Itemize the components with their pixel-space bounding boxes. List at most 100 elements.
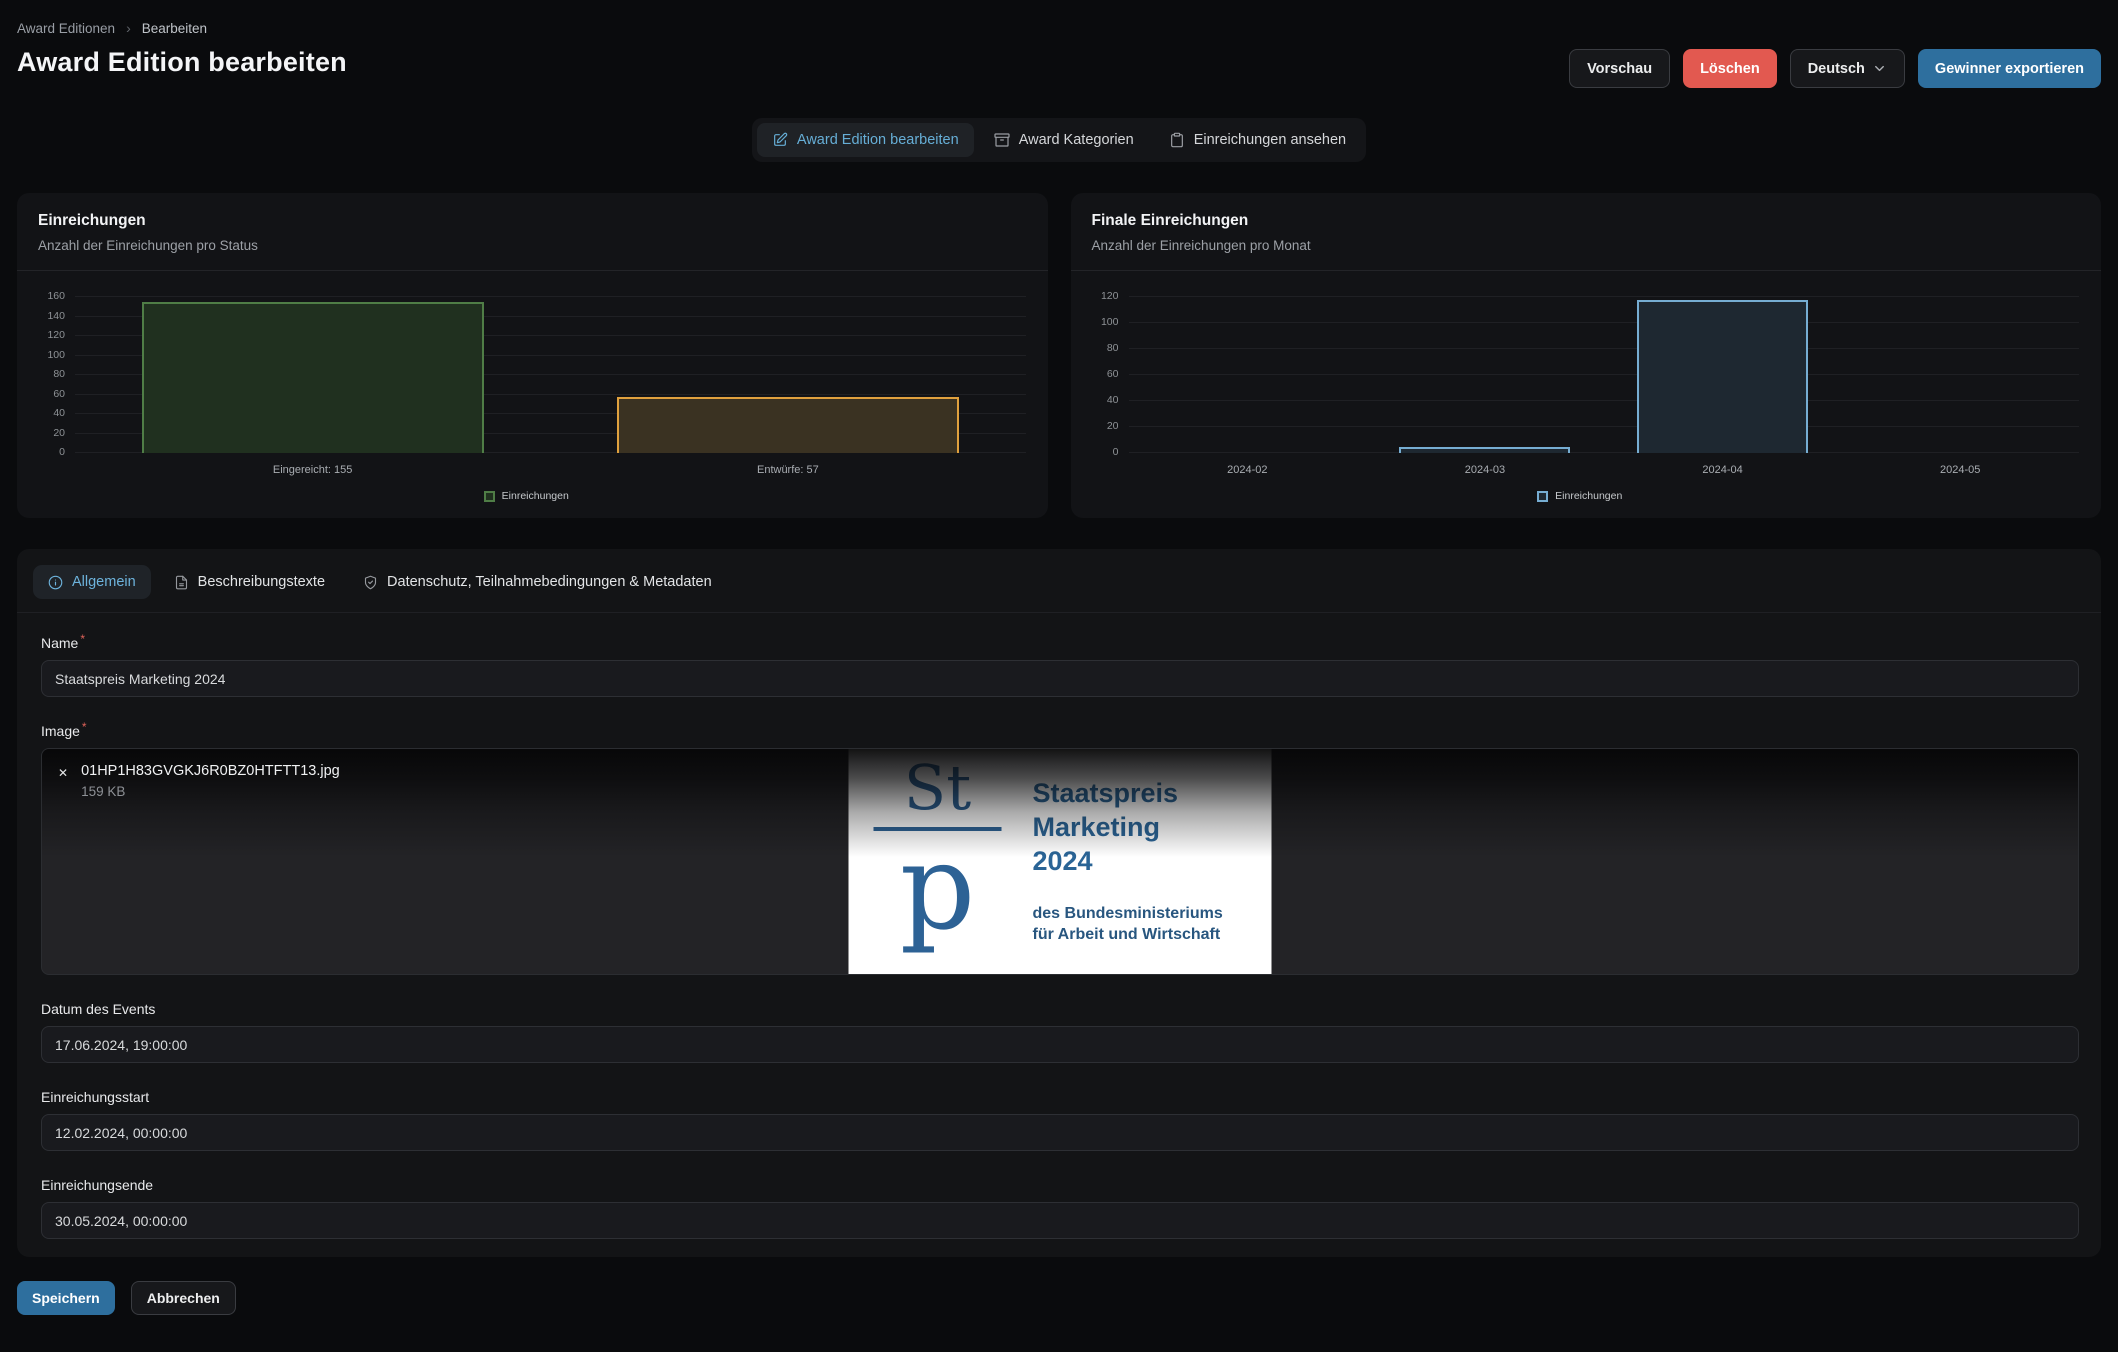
y-tick-label: 100 bbox=[47, 348, 65, 361]
required-marker: * bbox=[80, 632, 86, 646]
tab-award-kategorien[interactable]: Award Kategorien bbox=[979, 123, 1149, 157]
bar-plot bbox=[1128, 296, 2079, 453]
file-info: ✕ 01HP1H83GVGKJ6R0BZ0HTFTT13.jpg 159 KB bbox=[58, 763, 340, 799]
chart-header: Finale Einreichungen Anzahl der Einreich… bbox=[1070, 193, 2101, 271]
header-row: Award Edition bearbeiten Vorschau Lösche… bbox=[17, 47, 2101, 88]
page-title: Award Edition bearbeiten bbox=[17, 47, 347, 77]
event-date-label: Datum des Events bbox=[41, 1001, 156, 1017]
submission-start-label: Einreichungsstart bbox=[41, 1089, 150, 1105]
x-tick-label: 2024-05 bbox=[1940, 464, 1981, 476]
y-tick-label: 120 bbox=[1100, 290, 1119, 302]
breadcrumb-bearbeiten: Bearbeiten bbox=[141, 20, 208, 36]
tab-label: Datenschutz, Teilnahmebedingungen & Meta… bbox=[387, 574, 712, 590]
y-tick-label: 0 bbox=[59, 446, 65, 458]
legend-swatch bbox=[483, 490, 495, 502]
y-tick-label: 80 bbox=[53, 368, 65, 380]
logo-monogram: St p bbox=[849, 749, 1027, 974]
tab-datenschutz-metadaten[interactable]: Datenschutz, Teilnahmebedingungen & Meta… bbox=[348, 565, 727, 599]
form-tab-bar: Allgemein Beschreibungstexte Datenschutz… bbox=[17, 565, 2101, 599]
edit-icon bbox=[772, 132, 788, 148]
y-axis: 0 20 40 60 80 100 120 bbox=[1081, 290, 1129, 458]
file-size: 159 KB bbox=[81, 784, 126, 799]
chart-title: Finale Einreichungen bbox=[1091, 212, 1249, 229]
file-name: 01HP1H83GVGKJ6R0BZ0HTFTT13.jpg bbox=[81, 763, 340, 779]
chart-legend: Einreichungen bbox=[1081, 490, 2080, 502]
nav-tab-bar: Award Edition bearbeiten Award Kategorie… bbox=[751, 118, 1367, 162]
logo-title: Staatspreis Marketing 2024 bbox=[1032, 778, 1179, 876]
preview-button[interactable]: Vorschau bbox=[1569, 49, 1671, 88]
logo-monogram-bottom: p bbox=[899, 818, 976, 956]
x-tick-label: 2024-03 bbox=[1464, 464, 1506, 476]
tab-label: Einreichungen ansehen bbox=[1193, 132, 1347, 148]
info-icon bbox=[48, 575, 63, 590]
y-tick-label: 60 bbox=[53, 387, 65, 400]
image-upload-panel[interactable]: St p Staatspreis Marketing 2024 des Bund… bbox=[41, 748, 2079, 975]
export-winners-button[interactable]: Gewinner exportieren bbox=[1917, 49, 2101, 88]
edit-form-panel: Allgemein Beschreibungstexte Datenschutz… bbox=[17, 549, 2101, 1257]
tab-label: Allgemein bbox=[72, 574, 136, 590]
chart-card-finale-einreichungen: Finale Einreichungen Anzahl der Einreich… bbox=[1070, 193, 2102, 518]
y-axis: 0 20 40 60 80 100 120 140 160 bbox=[27, 290, 75, 458]
submission-start-input[interactable] bbox=[41, 1114, 2079, 1151]
submission-end-input[interactable] bbox=[41, 1202, 2079, 1239]
y-tick-label: 120 bbox=[47, 329, 65, 341]
chart-header: Einreichungen Anzahl der Einreichungen p… bbox=[17, 193, 1048, 271]
event-date-field-group: Datum des Events bbox=[41, 1001, 2079, 1063]
clipboard-icon bbox=[1169, 132, 1185, 148]
save-button[interactable]: Speichern bbox=[17, 1281, 115, 1315]
logo-text: Staatspreis Marketing 2024 des Bundesmin… bbox=[1027, 777, 1272, 946]
tab-beschreibungstexte[interactable]: Beschreibungstexte bbox=[159, 565, 340, 599]
submission-end-field-group: Einreichungsende bbox=[41, 1177, 2079, 1239]
language-select[interactable]: Deutsch bbox=[1789, 49, 1905, 88]
chart-body: 0 20 40 60 80 100 120 140 160 Eingereicht: 155 En… bbox=[17, 271, 1048, 518]
breadcrumb-separator-icon: › bbox=[126, 20, 131, 36]
submission-end-label: Einreichungsende bbox=[41, 1177, 154, 1193]
y-tick-label: 140 bbox=[47, 309, 65, 322]
event-date-input[interactable] bbox=[41, 1026, 2079, 1063]
name-field-group: Name * bbox=[41, 632, 2079, 697]
x-tick-label: Eingereicht: 155 bbox=[272, 464, 353, 476]
name-input[interactable] bbox=[41, 660, 2079, 697]
form-divider bbox=[17, 612, 2101, 613]
cancel-button[interactable]: Abbrechen bbox=[130, 1281, 236, 1315]
shield-icon bbox=[363, 575, 378, 590]
archive-icon bbox=[994, 132, 1010, 148]
tab-einreichungen-ansehen[interactable]: Einreichungen ansehen bbox=[1154, 123, 1361, 157]
x-axis-labels: 2024-02 2024-03 2024-04 2024-05 bbox=[1081, 464, 2080, 476]
breadcrumb: Award Editionen › Bearbeiten bbox=[17, 20, 2101, 36]
y-tick-label: 20 bbox=[1106, 420, 1119, 433]
header-actions: Vorschau Löschen Deutsch Gewinner export… bbox=[1569, 49, 2101, 88]
bar-2024-03 bbox=[1399, 446, 1571, 453]
logo-monogram-top: St bbox=[903, 751, 972, 824]
bar-Entwürfe: 57 bbox=[616, 397, 959, 453]
chart-card-einreichungen: Einreichungen Anzahl der Einreichungen p… bbox=[17, 193, 1048, 518]
required-marker: * bbox=[81, 720, 87, 734]
page: Award Editionen › Bearbeiten Award Editi… bbox=[0, 0, 2118, 88]
language-select-label: Deutsch bbox=[1807, 60, 1865, 77]
image-field-group: Image * St p Staatspreis Marketing 2024 bbox=[41, 720, 2079, 975]
x-axis-labels: Eingereicht: 155 Entwürfe: 57 bbox=[27, 464, 1026, 476]
image-preview: St p Staatspreis Marketing 2024 des Bund… bbox=[848, 749, 1272, 974]
x-tick-label: 2024-02 bbox=[1227, 464, 1268, 476]
bar-Eingereicht: 155 bbox=[141, 301, 484, 453]
breadcrumb-award-editionen[interactable]: Award Editionen bbox=[17, 20, 116, 36]
bar-2024-04 bbox=[1637, 299, 1809, 453]
chart-body: 0 20 40 60 80 100 120 2024-02 2024-03 2024-04 202… bbox=[1071, 271, 2102, 518]
chart-subtitle: Anzahl der Einreichungen pro Monat bbox=[1091, 238, 1311, 253]
x-tick-label: 2024-04 bbox=[1702, 464, 1743, 476]
tab-award-edition-bearbeiten[interactable]: Award Edition bearbeiten bbox=[756, 123, 974, 157]
document-icon bbox=[174, 575, 189, 590]
tab-label: Award Kategorien bbox=[1018, 132, 1134, 148]
remove-file-icon[interactable]: ✕ bbox=[58, 766, 69, 780]
x-tick-label: Entwürfe: 57 bbox=[756, 464, 819, 476]
delete-button[interactable]: Löschen bbox=[1683, 49, 1777, 88]
logo-subtitle: des Bundesministeriums für Arbeit und Wi… bbox=[1032, 905, 1223, 944]
tab-label: Award Edition bearbeiten bbox=[796, 132, 959, 148]
y-tick-label: 40 bbox=[53, 407, 65, 419]
chart-title: Einreichungen bbox=[38, 212, 146, 229]
y-tick-label: 160 bbox=[47, 290, 65, 302]
y-tick-label: 0 bbox=[1112, 446, 1119, 458]
tab-allgemein[interactable]: Allgemein bbox=[33, 565, 151, 599]
y-tick-label: 40 bbox=[1106, 394, 1119, 407]
y-tick-label: 80 bbox=[1106, 342, 1119, 355]
